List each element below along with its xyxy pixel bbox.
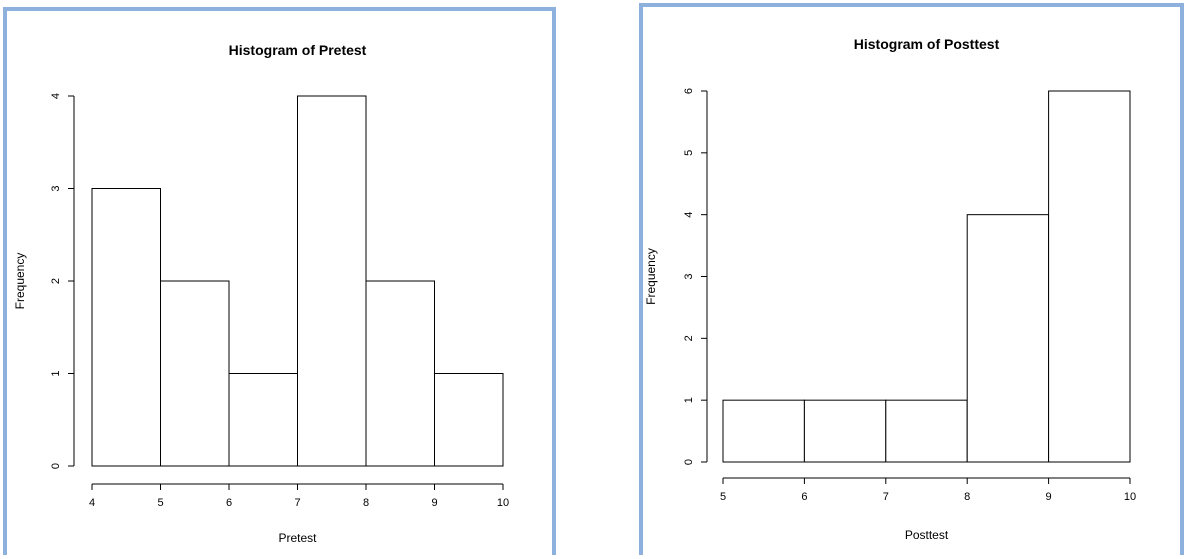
- y-tick-label: 5: [683, 150, 695, 156]
- x-tick-label: 5: [157, 497, 163, 509]
- x-tick-label: 8: [964, 491, 970, 503]
- x-tick-label: 6: [226, 497, 232, 509]
- x-axis-label: Posttest: [905, 528, 949, 542]
- y-axis-label: Frequency: [13, 253, 27, 310]
- histogram-bar: [365, 280, 435, 467]
- bars-group: [722, 90, 1131, 463]
- histogram-bar: [885, 399, 968, 463]
- y-axis: 0 1 2 3 4 5 6: [683, 88, 708, 465]
- histogram-bar: [228, 373, 298, 467]
- histogram-bar: [91, 188, 161, 467]
- y-tick-label: 0: [50, 463, 62, 469]
- x-tick-label: 8: [363, 497, 369, 509]
- histogram-bar: [966, 214, 1050, 463]
- y-tick-label: 4: [50, 93, 62, 99]
- y-tick-label: 2: [683, 335, 695, 341]
- chart-title: Histogram of Pretest: [229, 42, 367, 58]
- histogram-bar: [160, 280, 230, 467]
- y-tick-label: 3: [50, 185, 62, 191]
- x-tick-label: 9: [1046, 491, 1052, 503]
- x-tick-label: 10: [497, 497, 509, 509]
- chart-title: Histogram of Posttest: [854, 36, 1000, 52]
- bars-group: [91, 95, 504, 467]
- posttest-histogram-panel: Histogram of Posttest Posttest Frequency…: [639, 3, 1184, 555]
- posttest-histogram-chart: Histogram of Posttest Posttest Frequency…: [644, 36, 1136, 542]
- x-tick-label: 5: [720, 491, 726, 503]
- y-tick-label: 0: [683, 459, 695, 465]
- histogram-bar: [1048, 90, 1131, 463]
- x-tick-label: 7: [883, 491, 889, 503]
- x-tick-label: 4: [89, 497, 95, 509]
- x-axis: 4 5 6 7 8 9 10: [89, 483, 509, 509]
- x-axis: 5 6 7 8 9 10: [720, 477, 1136, 503]
- x-tick-label: 6: [801, 491, 807, 503]
- x-tick-label: 10: [1124, 491, 1136, 503]
- pretest-histogram-panel: Histogram of Pretest Pretest Frequency 4…: [3, 7, 556, 555]
- histogram-bar: [722, 399, 805, 463]
- y-axis-label: Frequency: [644, 248, 658, 305]
- histogram-bar: [434, 373, 504, 467]
- y-tick-label: 1: [683, 397, 695, 403]
- histogram-bar: [297, 95, 367, 467]
- y-tick-label: 4: [683, 212, 695, 218]
- y-tick-label: 6: [683, 88, 695, 94]
- x-axis-label: Pretest: [278, 531, 317, 545]
- histogram-bar: [803, 399, 887, 463]
- y-tick-label: 2: [50, 278, 62, 284]
- y-axis: 0 1 2 3 4: [50, 93, 75, 469]
- y-tick-label: 3: [683, 273, 695, 279]
- y-tick-label: 1: [50, 370, 62, 376]
- x-tick-label: 7: [294, 497, 300, 509]
- x-tick-label: 9: [431, 497, 437, 509]
- pretest-histogram-chart: Histogram of Pretest Pretest Frequency 4…: [13, 42, 509, 545]
